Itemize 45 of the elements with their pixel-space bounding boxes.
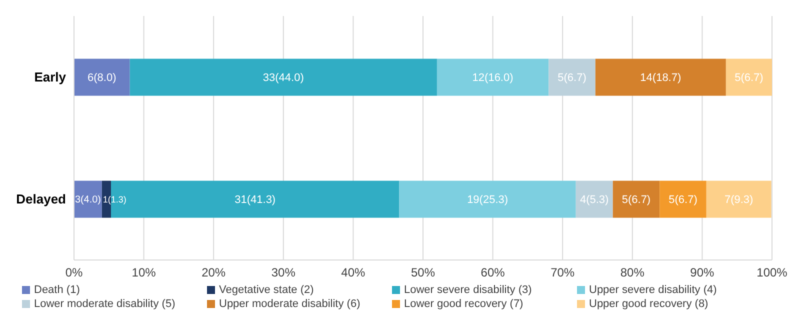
x-tick-label: 70%: [550, 266, 575, 280]
data-label: 5(6.7): [668, 194, 698, 206]
x-tick-label: 10%: [132, 266, 156, 280]
legend-label: Vegetative state (2): [219, 284, 314, 296]
y-tick-label: Early: [34, 70, 67, 85]
y-tick-label: Delayed: [16, 192, 66, 207]
x-tick-label: 100%: [756, 266, 788, 280]
bar: [436, 58, 549, 96]
legend-label: Lower good recovery (7): [404, 298, 524, 310]
legend-label: Upper severe disability (4): [589, 284, 717, 296]
legend-label: Lower severe disability (3): [404, 284, 532, 296]
data-label: 5(6.7): [558, 72, 586, 84]
data-label: 6(8.0): [88, 72, 116, 84]
data-label: 14(18.7): [640, 72, 682, 84]
data-label: 19(25.3): [467, 194, 508, 206]
bar: [726, 58, 772, 96]
bar: [548, 58, 596, 96]
legend-label: Death (1): [34, 284, 80, 296]
x-tick-label: 30%: [271, 266, 296, 280]
data-label: 7(9.3): [724, 194, 754, 206]
x-tick-label: 90%: [690, 266, 715, 280]
data-label: 33(44.0): [262, 72, 304, 84]
bar: [130, 58, 437, 96]
bar: [74, 58, 130, 96]
x-tick-label: 40%: [341, 266, 366, 280]
bar: [612, 180, 660, 218]
legend-label: Lower moderate disability (5): [34, 298, 176, 310]
x-tick-label: 60%: [480, 266, 506, 280]
bar: [660, 180, 706, 218]
data-label: 5(6.7): [734, 72, 764, 84]
bar: [595, 58, 726, 96]
x-tick-label: 20%: [202, 266, 226, 280]
data-label: 3(4.0): [75, 194, 101, 206]
x-tick-label: 0%: [65, 266, 83, 280]
bar: [706, 180, 772, 218]
bar: [399, 180, 576, 218]
legend-label: Upper good recovery (8): [589, 298, 708, 310]
data-label: 12(16.0): [472, 72, 514, 84]
data-label: 4(5.3): [580, 194, 609, 206]
x-tick-label: 50%: [410, 266, 436, 280]
data-label: 31(41.3): [234, 194, 276, 206]
x-tick-label: 80%: [620, 266, 645, 280]
data-label: 5(6.7): [622, 194, 651, 206]
legend-label: Upper moderate disability (6): [219, 298, 360, 310]
bar: [576, 180, 613, 218]
